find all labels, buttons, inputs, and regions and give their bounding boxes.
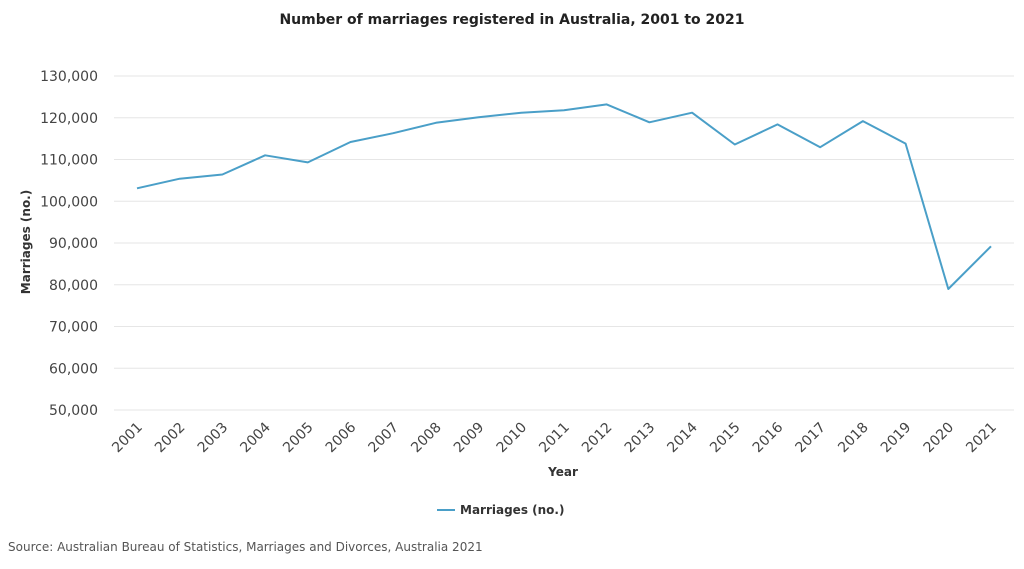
data-point-2016[interactable] — [772, 118, 784, 130]
data-point-2010[interactable] — [515, 107, 527, 119]
gridlines — [114, 75, 1014, 411]
legend-label: Marriages (no.) — [460, 503, 564, 517]
x-tick-label-2018: 2018 — [835, 420, 872, 457]
x-tick-label-2003: 2003 — [195, 420, 232, 457]
data-point-2008[interactable] — [430, 117, 442, 129]
y-tick-label-110000: 110,000 — [40, 153, 98, 169]
y-tick-label-60000: 60,000 — [49, 361, 98, 377]
source-note: Source: Australian Bureau of Statistics,… — [8, 540, 483, 554]
x-axis-tick-labels: 2001 2002 2003 2004 2005 2006 2007 2008 2009 2010… — [109, 419, 1000, 456]
x-tick-label-2001: 2001 — [109, 420, 146, 457]
data-point-2013[interactable] — [643, 116, 655, 128]
chart-title: Number of marriages registered in Austra… — [279, 12, 744, 28]
y-tick-label-70000: 70,000 — [49, 320, 98, 336]
x-tick-label-2010: 2010 — [494, 420, 531, 457]
data-point-2001[interactable] — [131, 182, 143, 194]
y-axis-title: Marriages (no.) — [19, 190, 33, 294]
x-tick-label-2019: 2019 — [878, 420, 915, 457]
data-point-2020[interactable] — [942, 283, 954, 295]
data-point-2021[interactable] — [985, 240, 997, 252]
data-point-2018[interactable] — [857, 115, 869, 127]
legend[interactable]: Marriages (no.) — [437, 503, 564, 517]
data-point-2014[interactable] — [686, 107, 698, 119]
y-tick-label-130000: 130,000 — [40, 69, 98, 85]
x-tick-label-2005: 2005 — [280, 420, 317, 457]
y-tick-label-90000: 90,000 — [49, 236, 98, 252]
x-tick-label-2013: 2013 — [622, 420, 659, 457]
x-tick-label-2017: 2017 — [793, 420, 830, 457]
y-axis-tick-labels: 50,000 60,000 70,000 80,000 90,000 100,000 110… — [40, 69, 98, 419]
y-tick-label-120000: 120,000 — [40, 111, 98, 127]
y-tick-label-80000: 80,000 — [49, 278, 98, 294]
data-point-2003[interactable] — [216, 169, 228, 181]
x-tick-label-2014: 2014 — [664, 419, 701, 456]
data-point-2006[interactable] — [345, 136, 357, 148]
series-group — [131, 98, 997, 295]
x-tick-label-2008: 2008 — [408, 420, 445, 457]
x-axis-title: Year — [547, 465, 578, 479]
x-tick-label-2004: 2004 — [237, 419, 274, 456]
x-tick-label-2009: 2009 — [451, 420, 488, 457]
x-tick-label-2016: 2016 — [750, 419, 787, 456]
x-tick-label-2006: 2006 — [323, 419, 360, 456]
series-line-0[interactable] — [136, 103, 992, 290]
x-tick-label-2020: 2020 — [921, 420, 958, 457]
data-point-2019[interactable] — [900, 138, 912, 150]
data-point-2007[interactable] — [387, 127, 399, 139]
x-tick-label-2015: 2015 — [707, 420, 744, 457]
data-point-2017[interactable] — [814, 141, 826, 153]
data-point-2004[interactable] — [259, 149, 271, 161]
x-tick-label-2011: 2011 — [536, 420, 573, 457]
x-tick-label-2012: 2012 — [579, 420, 616, 457]
data-point-2005[interactable] — [302, 156, 314, 168]
data-point-2012[interactable] — [601, 98, 613, 110]
data-point-2015[interactable] — [729, 138, 741, 150]
x-tick-label-2007: 2007 — [366, 420, 403, 457]
x-tick-label-2002: 2002 — [152, 420, 189, 457]
data-point-2011[interactable] — [558, 104, 570, 116]
data-point-2009[interactable] — [473, 111, 485, 123]
data-point-2002[interactable] — [174, 173, 186, 185]
y-tick-label-100000: 100,000 — [40, 194, 98, 210]
y-tick-label-50000: 50,000 — [49, 403, 98, 419]
x-tick-label-2021: 2021 — [963, 420, 1000, 457]
